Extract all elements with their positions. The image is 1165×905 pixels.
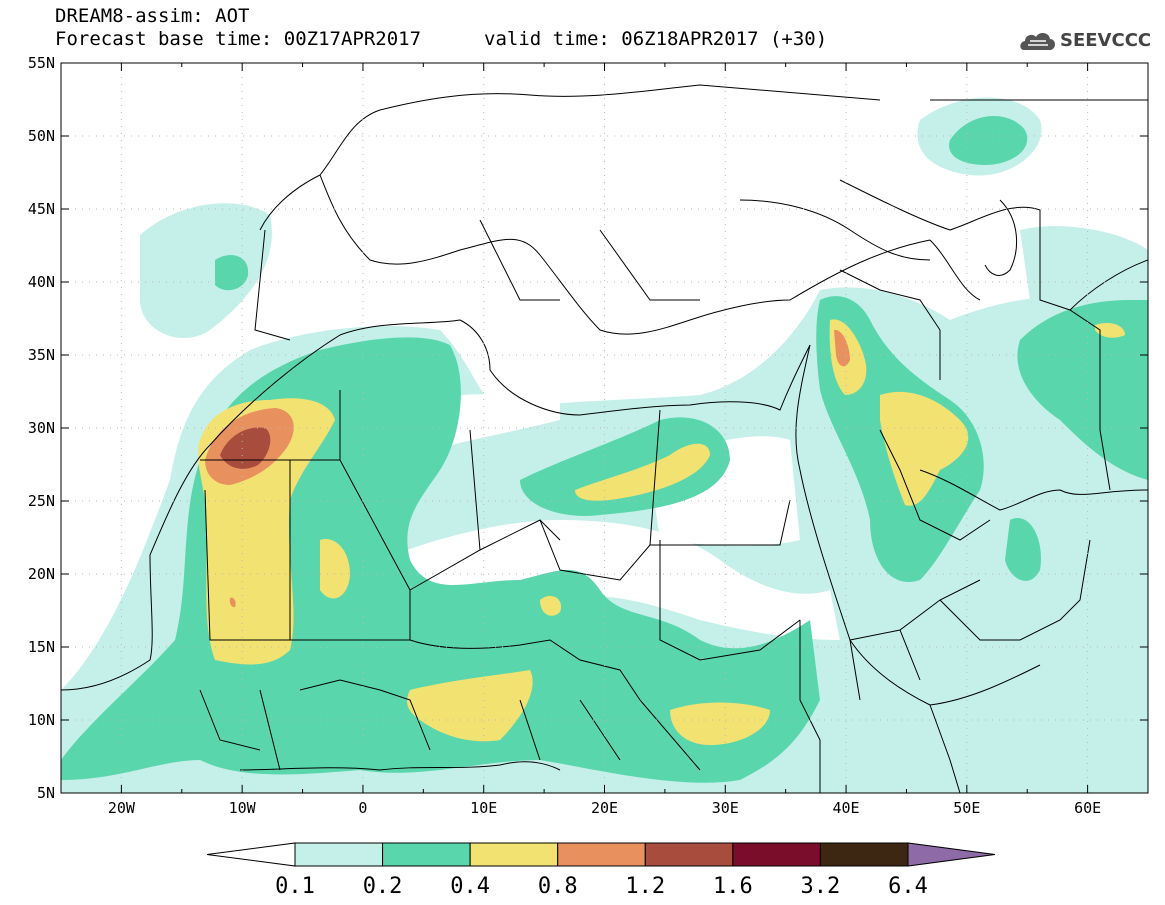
- colorbar-segment: [382, 842, 471, 867]
- lat-label: 55N: [28, 54, 55, 72]
- lon-label: 0: [358, 799, 367, 817]
- aot-field: [61, 84, 1148, 793]
- lat-label: 35N: [28, 346, 55, 364]
- lon-label: 10W: [229, 799, 257, 817]
- lon-label: 50E: [953, 799, 980, 817]
- lat-label: 30N: [28, 419, 55, 437]
- lat-label: 15N: [28, 638, 55, 656]
- forecast-base-time: Forecast base time: 00Z17APR2017: [55, 28, 422, 50]
- colorbar-label: 0.8: [538, 874, 578, 899]
- lat-label: 50N: [28, 127, 55, 145]
- latitude-labels: 5N 10N 15N 20N 25N 30N 35N 40N 45N 50N 55N: [28, 54, 55, 802]
- colorbar-label: 6.4: [888, 874, 928, 899]
- colorbar-label: 0.4: [450, 874, 490, 899]
- lon-label: 60E: [1074, 799, 1101, 817]
- lon-label: 30E: [712, 799, 739, 817]
- colorbar-label: 1.2: [625, 874, 665, 899]
- colorbar-segment: [644, 842, 734, 867]
- longitude-labels: 20W 10W 0 10E 20E 30E 40E 50E 60E: [108, 799, 1101, 817]
- lat-label: 45N: [28, 200, 55, 218]
- lon-label: 40E: [833, 799, 860, 817]
- colorbar: 0.1 0.2 0.4 0.8 1.2 1.6 3.2 6.4: [206, 842, 996, 899]
- valid-time: valid time: 06Z18APR2017 (+30): [484, 28, 828, 50]
- lon-label: 20E: [591, 799, 618, 817]
- lat-label: 10N: [28, 711, 55, 729]
- lon-label: 20W: [108, 799, 136, 817]
- colorbar-upper-arrow: [907, 842, 996, 867]
- lat-label: 20N: [28, 565, 55, 583]
- colorbar-label: 1.6: [713, 874, 753, 899]
- lat-label: 40N: [28, 273, 55, 291]
- aot-level-1-2: [220, 427, 271, 469]
- colorbar-segment: [469, 842, 559, 867]
- cloud-logo-icon: [1020, 33, 1056, 50]
- lon-label: 10E: [470, 799, 497, 817]
- lat-label: 25N: [28, 492, 55, 510]
- lat-lon-grid: [61, 63, 1148, 793]
- logo-text: SEEVCCC: [1060, 30, 1152, 51]
- colorbar-segment: [819, 842, 909, 867]
- colorbar-segment: [557, 842, 646, 867]
- colorbar-segment: [294, 842, 384, 867]
- colorbar-lower-arrow: [206, 842, 296, 867]
- colorbar-segment: [732, 842, 821, 867]
- colorbar-label: 0.1: [275, 874, 315, 899]
- colorbar-label: 3.2: [801, 874, 841, 899]
- lat-label: 5N: [37, 784, 55, 802]
- coastlines-borders: [61, 84, 1148, 793]
- map-title: DREAM8-assim: AOT: [55, 5, 250, 27]
- colorbar-label: 0.2: [363, 874, 403, 899]
- axis-ticks: [60, 62, 1149, 794]
